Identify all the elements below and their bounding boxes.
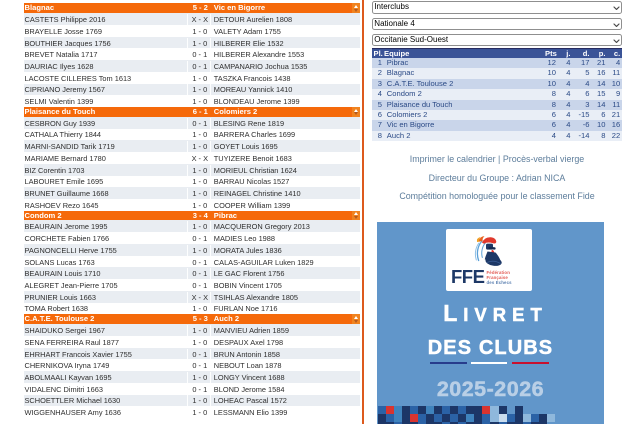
svg-text:FFE: FFE bbox=[451, 266, 485, 287]
svg-text:des Échecs: des Échecs bbox=[486, 280, 512, 285]
svg-text:Fédération: Fédération bbox=[486, 270, 510, 275]
svg-text:Française: Française bbox=[486, 275, 508, 280]
